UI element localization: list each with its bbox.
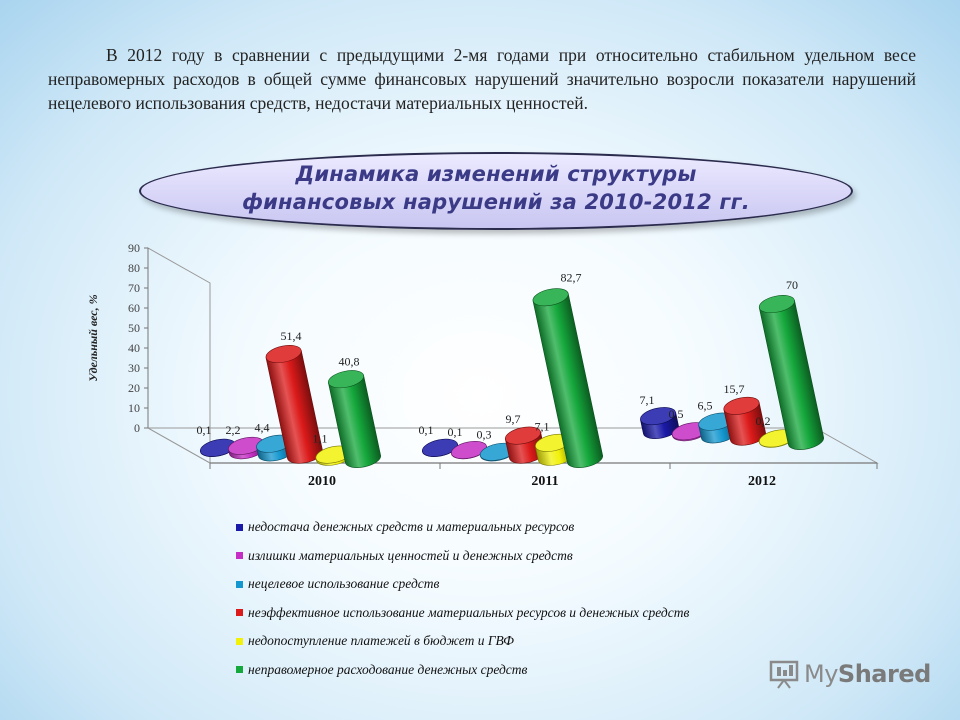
- chart-legend: недостача денежных средств и материальны…: [236, 513, 876, 684]
- bar-value-label: 51,4: [281, 329, 302, 343]
- chart-title-line-1: Динамика изменений структуры: [295, 162, 697, 186]
- chart-title: Динамика изменений структуры финансовых …: [139, 160, 853, 216]
- y-tick-label: 0: [134, 421, 140, 435]
- bar: [265, 345, 323, 464]
- presentation-screen-icon: [769, 660, 799, 689]
- bar-value-label: 0,2: [756, 414, 771, 428]
- watermark-brand: Shared: [837, 660, 931, 688]
- legend-label: недопоступление платежей в бюджет и ГВФ: [248, 633, 514, 649]
- bar-value-label: 9,7: [506, 412, 521, 426]
- bar-value-label: 2,2: [226, 423, 241, 437]
- x-tick-label: 2012: [748, 474, 776, 489]
- legend-label: неправомерное расходование денежных сред…: [248, 661, 528, 677]
- legend-item: нецелевое использование средств: [236, 570, 876, 599]
- bar: [758, 429, 795, 448]
- bar-value-label: 15,7: [724, 382, 745, 396]
- bar-value-label: 0,1: [448, 425, 463, 439]
- bar-value-label: 0,5: [669, 407, 684, 421]
- bar-value-label: 70: [786, 278, 798, 292]
- bar: [758, 295, 824, 450]
- bar-value-label: 7,1: [535, 420, 550, 434]
- legend-swatch: [236, 523, 243, 531]
- legend-label: неэффективное использование материальных…: [248, 604, 690, 620]
- bar-value-label: 82,7: [561, 271, 582, 285]
- legend-swatch: [236, 552, 243, 560]
- bar: [315, 445, 352, 466]
- legend-item: недопоступление платежей в бюджет и ГВФ: [236, 627, 876, 656]
- bar: [479, 442, 516, 462]
- x-tick-label: 2010: [308, 474, 336, 489]
- legend-label: нецелевое использование средств: [248, 576, 440, 592]
- bar-value-label: 4,4: [255, 421, 270, 435]
- legend-swatch: [236, 637, 243, 645]
- bar: [671, 422, 708, 442]
- bar: [723, 396, 766, 446]
- legend-label: излишки материальных ценностей и денежны…: [248, 547, 573, 563]
- legend-swatch: [236, 609, 243, 617]
- legend-label: недостача денежных средств и материальны…: [248, 519, 575, 535]
- bar: [328, 370, 381, 468]
- watermark: My Shared: [768, 658, 931, 690]
- bar-value-label: 0,1: [419, 423, 434, 437]
- bar-value-label: 6,5: [698, 398, 713, 412]
- y-tick-label: 40: [128, 341, 140, 355]
- y-tick-label: 20: [128, 381, 140, 395]
- chart-title-line-2: финансовых нарушений за 2010-2012 гг.: [242, 190, 750, 214]
- title-oval: [139, 152, 853, 230]
- legend-swatch: [236, 666, 243, 674]
- watermark-prefix: My: [804, 660, 838, 688]
- bar: [640, 407, 679, 439]
- bar-chart: 0 10 20 30 40 50 60 70 80 90 Удельный вес, % 2010 20…: [86, 241, 879, 489]
- y-tick-label: 80: [128, 261, 140, 275]
- legend-item: неэффективное использование материальных…: [236, 599, 876, 628]
- bar-value-label: 0,1: [197, 423, 212, 437]
- bar: [421, 438, 458, 457]
- legend-item: неправомерное расходование денежных сред…: [236, 656, 876, 685]
- bar: [532, 288, 603, 468]
- y-tick-label: 50: [128, 321, 140, 335]
- y-axis-label: Удельный вес, %: [86, 294, 100, 381]
- y-tick-label: 10: [128, 401, 140, 415]
- bar-value-label: 1,1: [313, 432, 328, 446]
- y-tick-label: 60: [128, 301, 140, 315]
- y-tick-label: 90: [128, 241, 140, 255]
- y-tick-label: 30: [128, 361, 140, 375]
- x-tick-label: 2011: [531, 474, 558, 489]
- legend-item: недостача денежных средств и материальны…: [236, 513, 876, 542]
- y-tick-label: 70: [128, 281, 140, 295]
- bar-value-label: 40,8: [339, 354, 360, 368]
- intro-paragraph: В 2012 году в сравнении с предыдущими 2-…: [48, 45, 916, 113]
- bar-value-label: 7,1: [640, 393, 655, 407]
- bar-value-label: 0,3: [477, 427, 492, 441]
- legend-swatch: [236, 580, 243, 588]
- legend-item: излишки материальных ценностей и денежны…: [236, 542, 876, 571]
